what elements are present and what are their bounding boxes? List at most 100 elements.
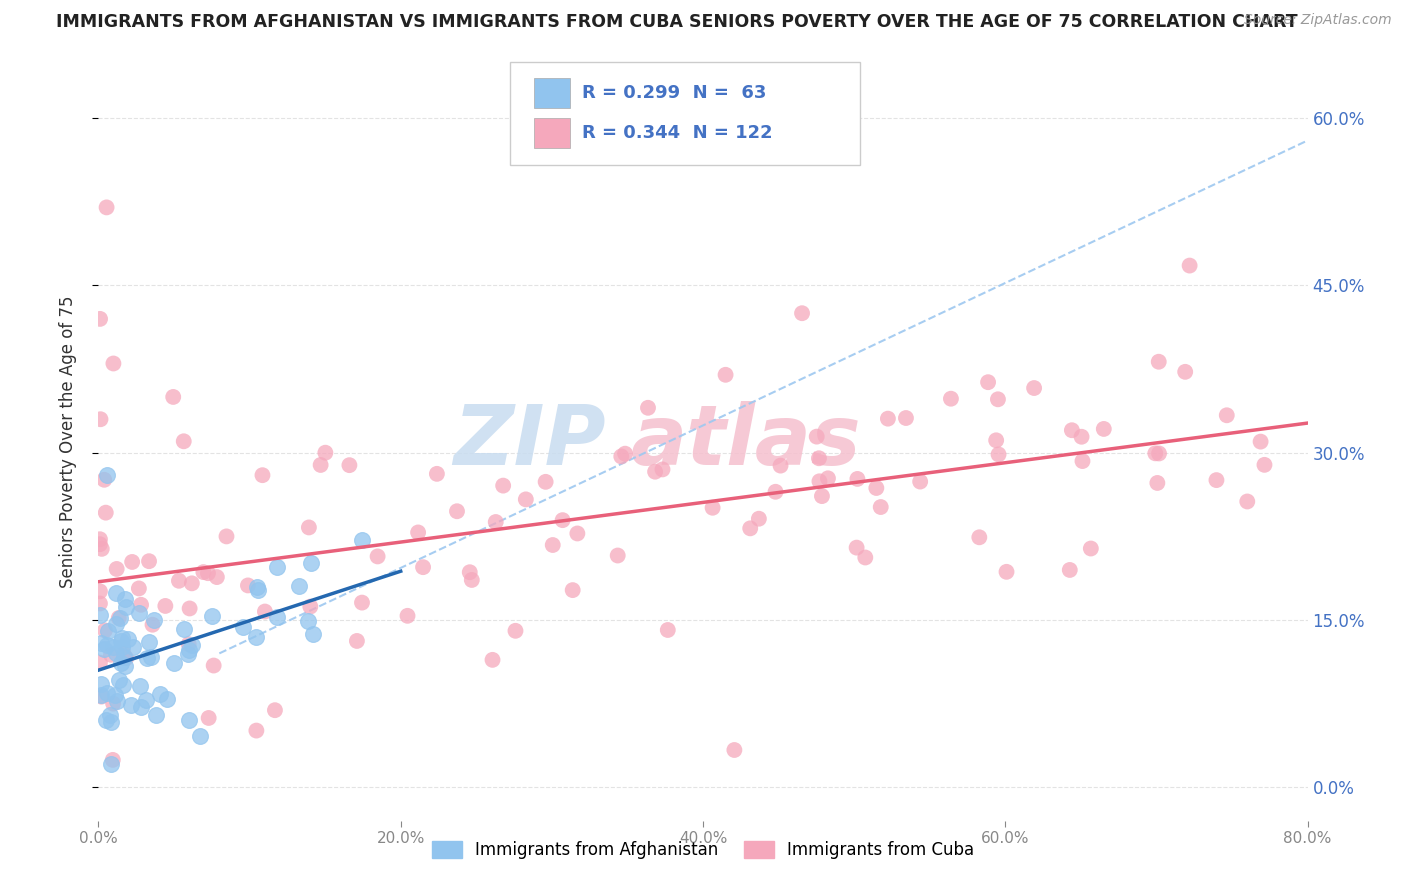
Point xyxy=(806,429,828,443)
Point xyxy=(869,500,891,514)
Point xyxy=(215,529,238,543)
Point xyxy=(1178,259,1201,273)
Point xyxy=(811,489,834,503)
Point xyxy=(110,611,132,625)
Point xyxy=(541,538,564,552)
Point xyxy=(939,392,962,406)
Point xyxy=(89,584,111,599)
Point xyxy=(104,646,127,660)
Point xyxy=(987,447,1010,461)
Point xyxy=(412,560,434,574)
Point xyxy=(350,533,373,548)
Point xyxy=(1059,563,1081,577)
Point xyxy=(94,713,117,727)
Point xyxy=(90,636,112,650)
Point xyxy=(162,390,184,404)
Point xyxy=(1253,458,1275,472)
Text: R = 0.344  N = 122: R = 0.344 N = 122 xyxy=(582,124,773,142)
Point xyxy=(167,574,190,588)
Point xyxy=(769,458,792,473)
Point xyxy=(156,692,179,706)
Point xyxy=(232,620,254,634)
Point xyxy=(112,649,135,664)
Text: R = 0.299  N =  63: R = 0.299 N = 63 xyxy=(582,84,766,102)
Point xyxy=(138,554,160,568)
Point xyxy=(461,573,484,587)
Point xyxy=(236,578,259,592)
Point xyxy=(977,375,1000,389)
Point xyxy=(748,512,770,526)
Point xyxy=(93,473,115,487)
Point xyxy=(135,693,157,707)
Point xyxy=(515,492,537,507)
Point xyxy=(1070,430,1092,444)
Point xyxy=(446,504,468,518)
Point xyxy=(877,411,900,425)
Point xyxy=(193,565,215,579)
Point xyxy=(115,651,138,665)
Point xyxy=(90,690,112,704)
Point xyxy=(89,312,111,326)
Point xyxy=(122,640,145,654)
Point xyxy=(111,678,134,692)
Point xyxy=(266,560,288,574)
Point xyxy=(96,686,118,700)
Point xyxy=(111,640,134,655)
Point xyxy=(107,611,129,625)
Point xyxy=(245,723,267,738)
Point xyxy=(89,656,111,670)
Point xyxy=(846,472,869,486)
Point xyxy=(1092,422,1115,436)
Point xyxy=(740,521,762,535)
Point xyxy=(551,513,574,527)
Point xyxy=(264,703,287,717)
Point xyxy=(138,635,160,649)
FancyBboxPatch shape xyxy=(534,78,569,108)
Point xyxy=(101,753,124,767)
Point xyxy=(610,450,633,464)
Point xyxy=(246,583,269,598)
Point xyxy=(112,647,135,661)
Point xyxy=(350,596,373,610)
Point xyxy=(299,599,322,614)
Point xyxy=(110,656,132,670)
Point xyxy=(302,627,325,641)
Point xyxy=(567,526,589,541)
Point xyxy=(90,541,112,556)
Point xyxy=(96,638,118,652)
Text: Source: ZipAtlas.com: Source: ZipAtlas.com xyxy=(1244,13,1392,28)
Point xyxy=(101,640,124,655)
Point xyxy=(637,401,659,415)
Point xyxy=(1147,355,1170,369)
Point xyxy=(1205,473,1227,487)
Point xyxy=(201,608,224,623)
Point xyxy=(297,614,319,628)
Point xyxy=(107,673,129,688)
Point xyxy=(505,624,527,638)
Point xyxy=(115,600,138,615)
Point xyxy=(253,605,276,619)
Point xyxy=(714,368,737,382)
Point xyxy=(111,632,134,646)
Point xyxy=(89,597,111,611)
Point xyxy=(197,566,219,581)
Point xyxy=(90,688,112,702)
Point xyxy=(110,634,132,648)
Point xyxy=(188,729,211,743)
Point xyxy=(145,708,167,723)
Point xyxy=(339,458,361,472)
Point xyxy=(128,582,150,596)
Point xyxy=(245,630,267,644)
Point xyxy=(131,700,153,714)
Point xyxy=(141,617,163,632)
Point xyxy=(481,653,503,667)
Point xyxy=(96,467,118,482)
Point xyxy=(93,641,115,656)
Point xyxy=(406,525,429,540)
Point xyxy=(120,698,142,712)
Point xyxy=(105,694,128,708)
Point xyxy=(458,566,481,580)
Point xyxy=(104,586,127,600)
Point xyxy=(89,533,111,547)
Text: atlas: atlas xyxy=(630,401,860,482)
